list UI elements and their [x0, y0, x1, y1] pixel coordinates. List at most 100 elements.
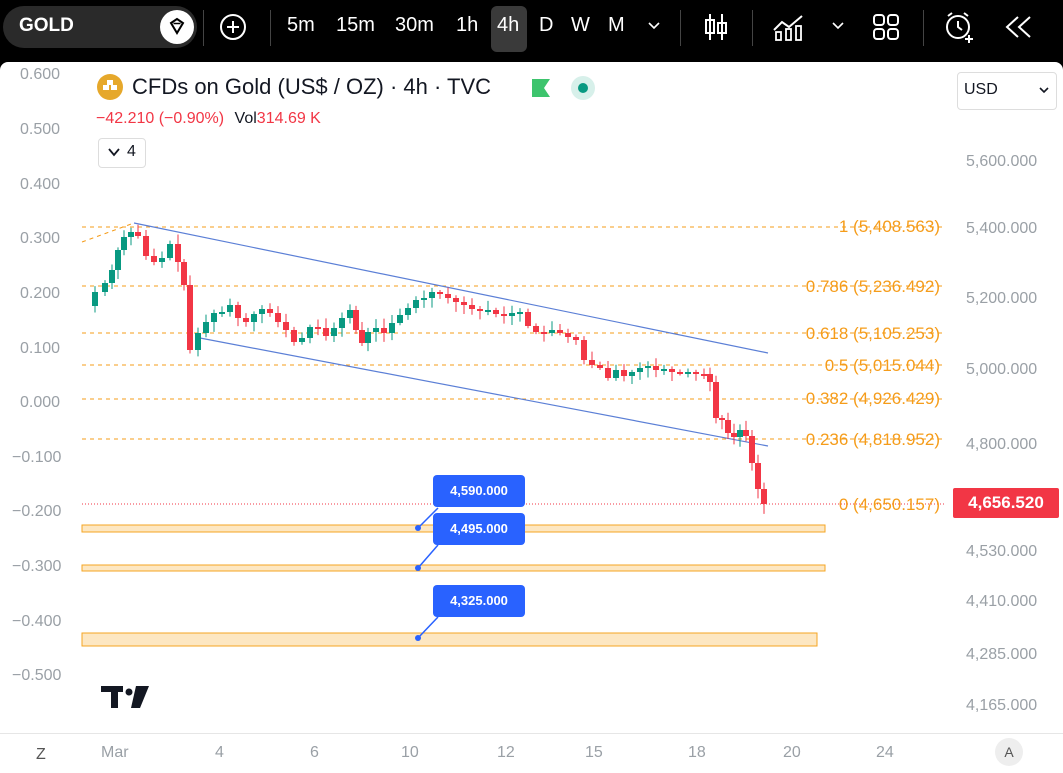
candle-body: [573, 337, 579, 340]
candle-body: [167, 244, 173, 258]
symbol-title[interactable]: CFDs on Gold (US$ / OZ) · 4h · TVC: [132, 74, 492, 99]
time-label: 4: [215, 744, 224, 761]
channel-upper-line: [133, 222, 769, 354]
interval-d[interactable]: D: [539, 14, 554, 36]
right-axis-label: 4,285.000: [966, 646, 1038, 663]
candle-body: [509, 313, 515, 316]
indicators-icon[interactable]: [772, 12, 806, 48]
candle-body: [693, 372, 699, 374]
flag-icon[interactable]: [530, 77, 552, 105]
candle-body: [707, 374, 713, 382]
left-axis-label: 0.500: [20, 121, 61, 138]
candle-body: [685, 372, 691, 374]
interval-15m[interactable]: 15m: [336, 14, 375, 36]
callout-connector: [417, 544, 439, 569]
candle-body: [203, 322, 209, 333]
candle-body: [267, 309, 273, 313]
support-zone-4325[interactable]: [81, 632, 818, 647]
candle-body: [373, 328, 379, 332]
fib-label: 0 (4,650.157): [838, 495, 940, 514]
chart-pane[interactable]: [0, 62, 1063, 772]
interval-1h[interactable]: 1h: [456, 14, 479, 36]
candle-body: [219, 312, 225, 314]
interval-w[interactable]: W: [571, 14, 590, 36]
interval-4h[interactable]: 4h: [497, 14, 520, 36]
chevron-down-icon[interactable]: [646, 16, 662, 39]
fib-label: 1 (5,408.563): [838, 217, 940, 236]
toolbar-divider: [270, 10, 271, 46]
candles-chart-type-icon[interactable]: [702, 12, 730, 48]
symbol-search-icon[interactable]: [160, 10, 194, 44]
replay-rewind-icon[interactable]: [1004, 14, 1034, 46]
change-row: −42.210 (−0.90%) Vol314.69 K: [96, 110, 321, 128]
timezone-button[interactable]: Z: [36, 746, 46, 763]
currency-label: USD: [964, 81, 998, 98]
candle-body: [461, 302, 467, 305]
target-callout[interactable]: 4,325.000: [433, 585, 525, 617]
right-axis-label: 5,400.000: [966, 220, 1038, 237]
callout-connector: [417, 507, 439, 529]
currency-selector[interactable]: USD: [957, 72, 1057, 110]
candle-body: [135, 232, 141, 236]
left-axis-label: −0.400: [12, 613, 62, 630]
candle-body: [181, 262, 187, 285]
chevron-down-icon[interactable]: [830, 16, 846, 39]
market-status-icon[interactable]: [570, 75, 596, 107]
candle-body: [275, 313, 281, 322]
candle-body: [731, 433, 737, 437]
time-label: 10: [401, 744, 419, 761]
fib-label: 0.618 (5,105.253): [805, 324, 940, 343]
time-label: 6: [310, 744, 319, 761]
right-axis-label: 4,530.000: [966, 543, 1038, 560]
callout-anchor: [415, 525, 421, 531]
interval-30m[interactable]: 30m: [395, 14, 434, 36]
candle-body: [743, 430, 749, 436]
candle-body: [187, 285, 193, 350]
target-callout[interactable]: 4,495.000: [433, 513, 525, 545]
candle-body: [251, 314, 257, 322]
auto-scale-button[interactable]: A: [995, 738, 1023, 766]
symbol-selector[interactable]: GOLD: [3, 6, 197, 48]
candle-body: [541, 332, 547, 334]
candle-body: [102, 283, 108, 292]
fib-label: 0.236 (4,818.952): [805, 430, 940, 449]
interval-m[interactable]: M: [608, 14, 625, 36]
time-label: 15: [585, 744, 603, 761]
candle-body: [331, 328, 337, 336]
candle-body: [613, 370, 619, 378]
interval-5m[interactable]: 5m: [287, 14, 315, 36]
toolbar-divider: [680, 10, 681, 46]
time-label: Mar: [101, 744, 129, 761]
candle-body: [211, 313, 217, 322]
fib-label: 0.786 (5,236.492): [805, 277, 940, 296]
add-symbol-icon[interactable]: [218, 12, 248, 48]
candle-body: [605, 368, 611, 378]
symbol-label: GOLD: [19, 15, 74, 36]
time-label: 20: [783, 744, 801, 761]
indicators-collapse-toggle[interactable]: 4: [98, 138, 146, 168]
left-axis-label: −0.300: [12, 558, 62, 575]
candle-body: [421, 298, 427, 300]
layout-grid-icon[interactable]: [872, 13, 900, 47]
alert-clock-icon[interactable]: [943, 10, 977, 50]
candle-body: [737, 430, 743, 437]
candle-body: [637, 368, 643, 372]
channel-lower-line: [199, 337, 769, 447]
candle-body: [589, 360, 595, 365]
target-callout[interactable]: 4,590.000: [433, 475, 525, 507]
candle-body: [429, 292, 435, 298]
support-zone-4495[interactable]: [81, 564, 826, 572]
right-axis-label: 4,410.000: [966, 593, 1038, 610]
candle-body: [128, 232, 134, 237]
candle-body: [175, 244, 181, 262]
active-interval-highlight: [491, 6, 527, 52]
left-axis-label: 0.400: [20, 176, 61, 193]
candle-body: [525, 312, 531, 326]
candle-body: [291, 330, 297, 342]
candle-body: [299, 338, 305, 342]
candle-body: [143, 236, 149, 256]
candle-body: [621, 370, 627, 376]
fib-label: 0.382 (4,926.429): [805, 389, 940, 408]
time-axis[interactable]: Z Mar 4 6 10 12 15 18 20 24 A: [0, 733, 1063, 773]
candle-body: [485, 310, 491, 312]
